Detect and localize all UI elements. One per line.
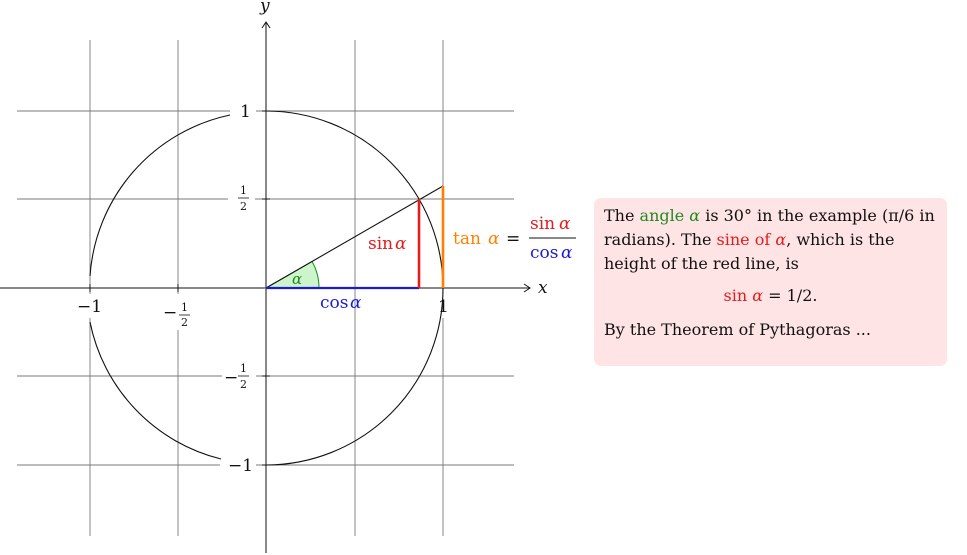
x-tick-1: 1 bbox=[438, 297, 449, 317]
svg-text:tan: tan bbox=[453, 229, 481, 249]
angle-alpha-label: α bbox=[292, 270, 302, 288]
svg-text:−: − bbox=[224, 368, 238, 388]
x-axis-label: x bbox=[538, 278, 548, 298]
explanation-note: The angle α is 30° in the example (π/6 i… bbox=[594, 198, 947, 366]
svg-text:α: α bbox=[395, 234, 407, 254]
svg-text:α: α bbox=[559, 214, 571, 234]
x-tick-minus-1: −1 bbox=[77, 297, 102, 317]
svg-text:sin: sin bbox=[368, 234, 393, 254]
note-paragraph: The angle α is 30° in the example (π/6 i… bbox=[604, 206, 935, 273]
tan-formula: tan α = sin α cos α bbox=[453, 214, 576, 263]
hypotenuse-line bbox=[265, 185, 444, 289]
svg-text:cos: cos bbox=[320, 293, 348, 313]
svg-text:2: 2 bbox=[240, 378, 247, 391]
svg-text:1: 1 bbox=[181, 301, 188, 314]
svg-text:α: α bbox=[350, 293, 362, 313]
svg-text:cos: cos bbox=[530, 243, 558, 263]
svg-text:2: 2 bbox=[181, 316, 188, 329]
svg-text:sin: sin bbox=[530, 214, 555, 234]
unit-circle bbox=[89, 110, 444, 466]
y-axis-label: y bbox=[259, 0, 270, 16]
sine-formula: sin α = 1/2. bbox=[723, 286, 818, 305]
svg-text:−: − bbox=[163, 303, 177, 323]
cos-alpha-label: cos α bbox=[320, 293, 362, 313]
sin-alpha-label: sin α bbox=[368, 234, 407, 254]
angle-highlight: angle α bbox=[639, 206, 701, 225]
unit-circle-diagram: α x y −1 − 1 2 1 1 1 2 − 1 2 −1 sin α co… bbox=[0, 0, 576, 553]
y-tick-1: 1 bbox=[240, 102, 251, 122]
y-tick-minus-half: − 1 2 bbox=[224, 362, 249, 391]
svg-text:=: = bbox=[506, 229, 520, 249]
note-closing: By the Theorem of Pythagoras ... bbox=[604, 320, 871, 339]
y-tick-minus-1: −1 bbox=[228, 456, 253, 476]
svg-text:α: α bbox=[561, 243, 573, 263]
y-tick-half: 1 2 bbox=[238, 184, 249, 213]
svg-text:1: 1 bbox=[240, 184, 247, 197]
svg-text:1: 1 bbox=[240, 362, 247, 375]
svg-text:α: α bbox=[488, 229, 500, 249]
x-tick-minus-half: − 1 2 bbox=[163, 301, 190, 329]
svg-text:2: 2 bbox=[240, 200, 247, 213]
sine-highlight: sine of α bbox=[716, 230, 787, 249]
axes bbox=[0, 21, 531, 553]
